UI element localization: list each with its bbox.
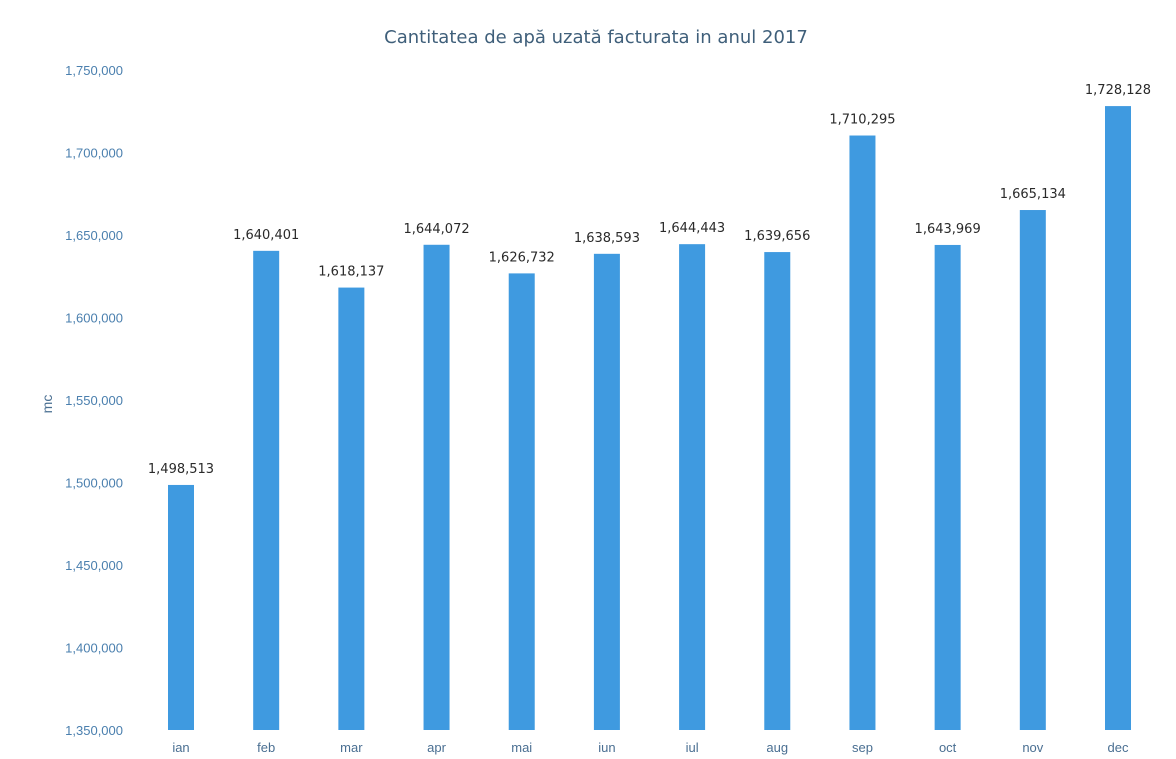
data-label: 1,644,072 bbox=[403, 222, 469, 237]
x-tick-label: dec bbox=[1108, 740, 1129, 755]
bar-oct bbox=[934, 244, 961, 730]
y-tick-label: 1,650,000 bbox=[65, 228, 123, 243]
y-tick-label: 1,550,000 bbox=[65, 393, 123, 408]
data-label: 1,626,732 bbox=[489, 250, 555, 265]
data-label: 1,665,134 bbox=[1000, 187, 1066, 202]
x-tick-label: mar bbox=[340, 740, 363, 755]
bar-dec bbox=[1105, 106, 1131, 730]
data-label: 1,640,401 bbox=[233, 228, 299, 243]
x-tick-label: oct bbox=[939, 740, 957, 755]
x-tick-label: sep bbox=[852, 740, 873, 755]
bar-apr bbox=[423, 244, 450, 731]
x-tick-label: apr bbox=[427, 740, 446, 755]
x-axis-ticks: ian feb mar apr mai iun iul aug sep oct nov dec bbox=[172, 740, 1129, 755]
data-label: 1,643,969 bbox=[915, 222, 981, 237]
y-tick-label: 1,750,000 bbox=[65, 63, 123, 78]
data-label: 1,618,137 bbox=[318, 265, 384, 280]
x-tick-label: aug bbox=[766, 740, 788, 755]
x-tick-label: ian bbox=[172, 740, 189, 755]
data-label: 1,638,593 bbox=[574, 231, 640, 246]
bar-feb bbox=[253, 250, 280, 730]
chart-title: Cantitatea de apă uzată facturata in anu… bbox=[384, 27, 808, 48]
y-tick-label: 1,700,000 bbox=[65, 146, 123, 161]
bar-mar bbox=[338, 287, 365, 730]
bar-sep bbox=[849, 135, 876, 730]
bar-iul bbox=[679, 244, 706, 730]
y-axis-label: mc bbox=[39, 395, 55, 414]
y-tick-label: 1,500,000 bbox=[65, 476, 123, 491]
bar-nov bbox=[1019, 210, 1046, 730]
y-axis-ticks: 1,350,000 1,400,000 1,450,000 1,500,000 1,55… bbox=[65, 63, 123, 738]
x-tick-label: nov bbox=[1022, 740, 1043, 755]
y-tick-label: 1,400,000 bbox=[65, 641, 123, 656]
data-labels-group: 1,498,513 1,640,401 1,618,137 1,644,072 1,62… bbox=[148, 83, 1151, 477]
x-tick-label: iun bbox=[598, 740, 615, 755]
y-tick-label: 1,600,000 bbox=[65, 311, 123, 326]
y-tick-label: 1,450,000 bbox=[65, 558, 123, 573]
x-tick-label: mai bbox=[511, 740, 532, 755]
x-tick-label: feb bbox=[257, 740, 275, 755]
bar-mai bbox=[508, 273, 535, 730]
data-label: 1,498,513 bbox=[148, 462, 214, 477]
bar-aug bbox=[764, 252, 791, 730]
data-label: 1,639,656 bbox=[744, 229, 810, 244]
bar-ian bbox=[168, 484, 194, 730]
data-label: 1,728,128 bbox=[1085, 83, 1151, 98]
bar-iun bbox=[593, 253, 620, 731]
y-tick-label: 1,350,000 bbox=[65, 723, 123, 738]
data-label: 1,710,295 bbox=[829, 113, 895, 128]
x-tick-label: iul bbox=[686, 740, 699, 755]
data-label: 1,644,443 bbox=[659, 221, 725, 236]
bars-group bbox=[168, 106, 1131, 731]
